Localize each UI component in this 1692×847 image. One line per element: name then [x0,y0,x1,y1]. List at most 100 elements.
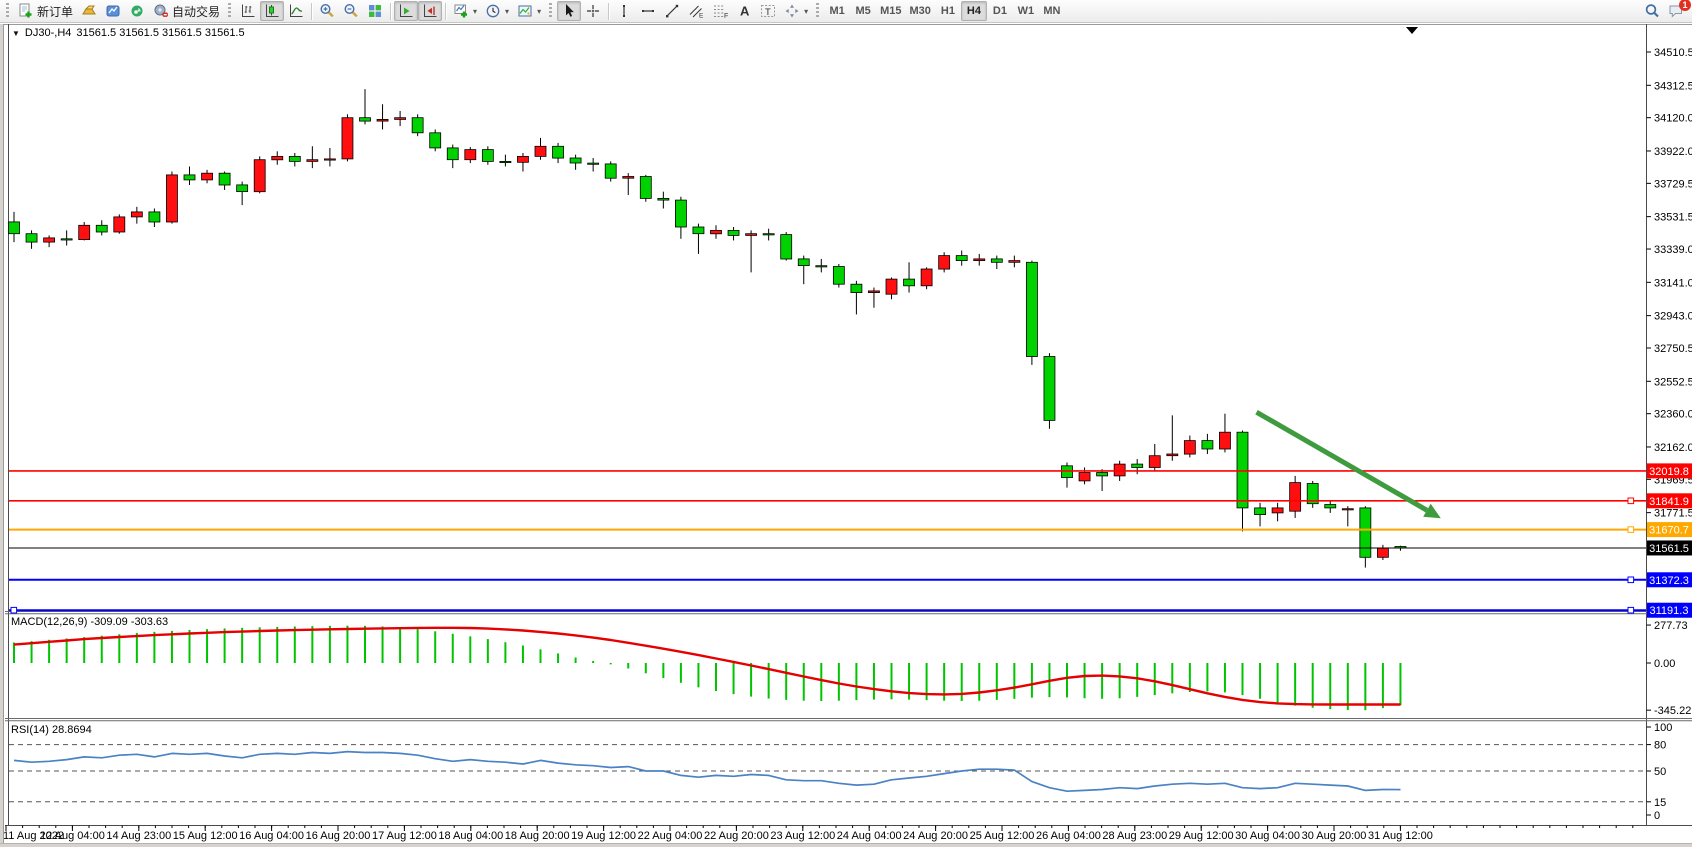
toolbar-grip[interactable] [549,3,553,19]
svg-text:31 Aug 12:00: 31 Aug 12:00 [1368,830,1433,842]
toolbar-grip[interactable] [816,3,820,19]
candlestick-chart-button[interactable] [260,1,285,21]
new-order-icon [19,3,32,18]
market-watch-button[interactable] [77,1,101,21]
candle [990,258,1003,263]
chevron-down-icon: ▾ [804,6,809,16]
linechart-icon [290,4,303,17]
signals-button[interactable] [125,1,149,21]
new-order-button[interactable]: 新订单 [14,1,77,21]
candle [797,258,810,266]
candle [1113,463,1126,477]
candle [1166,453,1179,457]
notifications-button[interactable]: 1 [1664,0,1691,21]
indicators-button[interactable]: ▾ [449,1,481,21]
templates-button[interactable]: ▾ [513,1,545,21]
pane-frames [0,24,1692,826]
horizontal-levels[interactable] [9,470,1646,614]
cursor-button[interactable] [557,1,582,21]
candle [359,117,371,122]
tile-windows-button[interactable] [363,1,387,21]
candle [727,229,740,236]
svg-text:19 Aug 12:00: 19 Aug 12:00 [571,830,636,842]
macd-indicator-label: MACD(12,26,9) -309.09 -303.63 [11,616,169,628]
toolbar-separator [608,2,610,20]
auto-scroll-button[interactable] [394,1,419,21]
candle [692,226,705,235]
new-order-label: 新订单 [37,4,74,19]
periods-button[interactable]: ▾ [481,1,513,21]
svg-text:32552.5: 32552.5 [1654,376,1692,388]
indicators-icon [454,4,468,18]
timeframe-m5-button[interactable]: M5 [855,5,871,17]
bar-chart-button[interactable] [236,1,260,21]
text-label-button[interactable]: T [756,1,780,21]
candle [236,184,249,192]
horizontal-line-button[interactable] [636,1,660,21]
arrows-button[interactable]: ▾ [780,1,812,21]
auto-trading-button[interactable]: 自动交易 [149,1,224,21]
search-button[interactable] [1640,1,1664,21]
chart-symbol-period: DJ30-,H4 [24,27,72,39]
auto-trading-label: 自动交易 [172,4,221,19]
svg-text:28 Aug 23:00: 28 Aug 23:00 [1102,830,1167,842]
main-toolbar: 新订单 自动交易 ▾ ▾ ▾ E F A T ▾ M1 M5 M15 M30 H1 H4 D1 W1 MN 1 [0,0,1692,23]
candle [8,221,20,235]
svg-text:A: A [740,4,750,19]
equidistant-channel-button[interactable]: E [684,1,708,21]
candle [1324,504,1337,509]
svg-text:E: E [699,13,704,20]
timeframe-h4-button[interactable]: H4 [960,1,987,21]
zoom-out-button[interactable] [339,1,363,21]
candle [78,224,91,241]
vertical-line-button[interactable] [612,1,636,21]
svg-text:0: 0 [1654,810,1660,822]
chart-title: ▼ DJ30-,H4 31561.5 31561.5 31561.5 31561… [12,27,245,39]
zoom-in-button[interactable] [315,1,339,21]
candle [1026,261,1038,357]
candle [43,237,55,243]
svg-text:26 Aug 04:00: 26 Aug 04:00 [1036,830,1101,842]
candle [201,172,213,181]
svg-text:100: 100 [1654,722,1672,734]
candles-icon [266,4,279,17]
toolbar-grip[interactable] [228,3,232,19]
crosshair-button[interactable] [581,1,605,21]
timeframe-w1-button[interactable]: W1 [1017,5,1035,17]
svg-text:34120.0: 34120.0 [1654,113,1692,125]
candle [1096,472,1108,477]
price-axis[interactable]: 34510.5 34312.5 34120.0 33922.0 33729.5 33531… [1646,47,1692,618]
search-icon [1645,4,1659,18]
trend-arrow[interactable] [1255,409,1441,519]
svg-text:16 Aug 04:00: 16 Aug 04:00 [239,830,304,842]
macd-pane: 277.73 0.00 -345.22 [13,620,1691,717]
candle [569,157,582,164]
timeframe-m30-button[interactable]: M30 [909,5,931,17]
line-chart-button[interactable] [284,1,308,21]
timeframe-h1-button[interactable]: H1 [940,5,955,17]
candle [1271,507,1284,514]
channel-icon: E [689,5,704,20]
svg-text:22 Aug 04:00: 22 Aug 04:00 [638,830,703,842]
navigator-button[interactable] [101,1,125,21]
autotrade-icon [154,4,168,17]
timeframe-m1-button[interactable]: M1 [829,5,845,17]
chart-shift-marker[interactable] [1406,27,1418,34]
candle [341,117,354,160]
timeframe-m15-button[interactable]: M15 [880,5,902,17]
chart-shift-button[interactable] [418,1,443,21]
toolbar-grip[interactable] [6,3,9,19]
timeframe-d1-button[interactable]: D1 [992,5,1007,17]
timeframe-mn-button[interactable]: MN [1043,5,1061,17]
svg-text:T: T [765,7,771,18]
svg-text:80: 80 [1654,740,1666,752]
fibonacci-retracement-button[interactable]: F [708,1,732,21]
trendline-button[interactable] [660,1,684,21]
svg-text:18 Aug 20:00: 18 Aug 20:00 [505,830,570,842]
window-left-border [0,24,4,847]
svg-text:32019.8: 32019.8 [1649,466,1689,478]
text-button[interactable]: A [732,1,756,21]
chart-expand-icon[interactable]: ▼ [12,28,20,38]
